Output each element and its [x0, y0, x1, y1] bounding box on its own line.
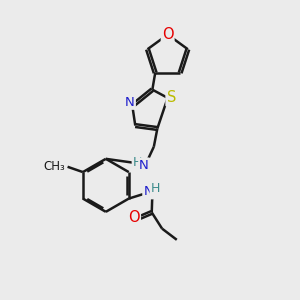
Text: CH₃: CH₃ [44, 160, 65, 173]
Text: H: H [151, 182, 160, 195]
Text: S: S [167, 90, 176, 105]
Text: N: N [143, 185, 153, 198]
Text: H: H [133, 156, 142, 169]
Text: O: O [128, 210, 140, 225]
Text: O: O [162, 27, 173, 42]
Text: N: N [125, 96, 135, 109]
Text: N: N [139, 158, 149, 172]
